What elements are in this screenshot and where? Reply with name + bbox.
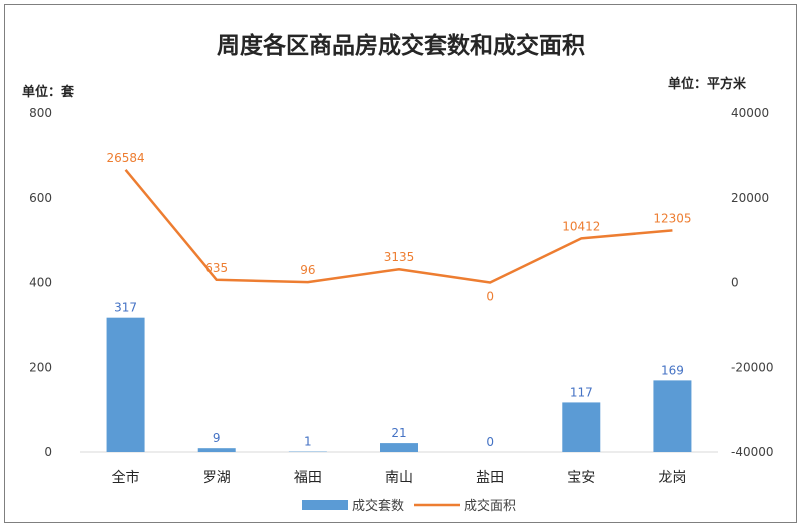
- legend-label-line: 成交面积: [464, 498, 516, 514]
- category-label: 全市: [112, 469, 140, 486]
- bar: [562, 402, 601, 452]
- line-value-label: 26584: [106, 151, 144, 165]
- left-tick-label: 200: [29, 360, 52, 374]
- legend-swatch-bar: [302, 500, 348, 510]
- left-tick-label: 600: [29, 191, 52, 205]
- category-label: 盐田: [476, 470, 504, 486]
- legend: 成交套数 成交面积: [302, 498, 516, 514]
- bar-value-label: 317: [114, 301, 137, 315]
- bar-value-label: 117: [570, 385, 593, 399]
- right-tick-label: 40000: [731, 106, 769, 120]
- bar: [653, 380, 692, 452]
- category-label: 福田: [294, 470, 322, 486]
- legend-label-bar: 成交套数: [352, 498, 404, 514]
- bar-data-labels: 317 9 1 21 0 117 169: [114, 301, 684, 449]
- right-tick-label: -20000: [731, 360, 774, 374]
- line-value-label: 96: [300, 263, 315, 277]
- right-axis-unit: 单位：平方米: [668, 76, 747, 92]
- bar-value-label: 0: [486, 435, 494, 449]
- line-value-label: 3135: [384, 250, 415, 264]
- bar: [106, 317, 145, 452]
- left-axis-ticks: 0 200 400 600 800: [29, 106, 52, 459]
- line-value-label: 0: [486, 290, 494, 304]
- left-tick-label: 0: [44, 445, 52, 459]
- right-tick-label: -40000: [731, 445, 774, 459]
- line-value-label: 10412: [562, 219, 600, 233]
- bar-value-label: 21: [391, 426, 406, 440]
- bar-value-label: 1: [304, 435, 312, 449]
- left-tick-label: 400: [29, 276, 52, 290]
- right-tick-label: 20000: [731, 191, 769, 205]
- left-tick-label: 800: [29, 106, 52, 120]
- bar: [380, 443, 418, 452]
- category-label: 南山: [385, 470, 413, 486]
- right-tick-label: 0: [731, 276, 739, 290]
- bar-series: [106, 317, 692, 452]
- category-labels: 全市 罗湖 福田 南山 盐田 宝安 龙岗: [112, 469, 687, 486]
- category-label: 罗湖: [203, 470, 231, 486]
- left-axis-unit: 单位：套: [22, 84, 75, 100]
- chart-title: 周度各区商品房成交套数和成交面积: [217, 32, 585, 59]
- line-data-labels: 26584 635 96 3135 0 10412 12305: [106, 151, 691, 304]
- bar: [197, 448, 236, 452]
- line-value-label: 635: [205, 261, 228, 275]
- category-label: 宝安: [567, 470, 595, 486]
- line-series: [124, 169, 673, 284]
- area-line: [124, 169, 673, 284]
- line-value-label: 12305: [653, 211, 691, 225]
- bar-value-label: 169: [661, 363, 684, 377]
- category-label: 龙岗: [658, 470, 686, 486]
- right-axis-ticks: -40000 -20000 0 20000 40000: [731, 106, 774, 459]
- bar-value-label: 9: [213, 431, 221, 445]
